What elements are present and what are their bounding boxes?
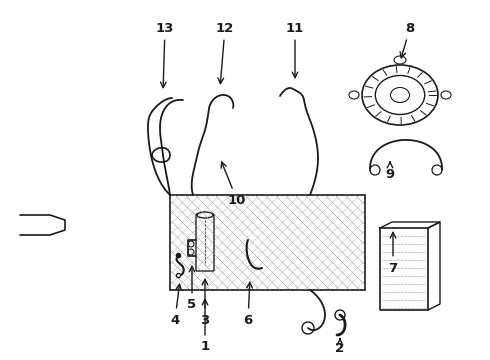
Ellipse shape: [349, 91, 359, 99]
Circle shape: [188, 249, 194, 255]
Text: 10: 10: [221, 162, 246, 207]
Ellipse shape: [375, 76, 425, 114]
Ellipse shape: [441, 91, 451, 99]
Circle shape: [432, 165, 442, 175]
Text: 2: 2: [336, 339, 344, 355]
Circle shape: [335, 310, 345, 320]
Text: 8: 8: [400, 22, 415, 58]
Bar: [170, 195, 365, 290]
Text: 13: 13: [156, 22, 174, 88]
Circle shape: [370, 165, 380, 175]
Text: 4: 4: [171, 284, 181, 327]
Text: 5: 5: [188, 266, 196, 311]
Ellipse shape: [197, 212, 213, 218]
Ellipse shape: [394, 56, 406, 64]
Circle shape: [188, 241, 194, 247]
Text: 1: 1: [200, 299, 210, 354]
FancyBboxPatch shape: [196, 214, 214, 271]
Circle shape: [302, 322, 314, 334]
Text: 7: 7: [389, 232, 397, 274]
Text: 12: 12: [216, 22, 234, 84]
Text: 6: 6: [244, 282, 253, 327]
Text: 3: 3: [200, 279, 210, 327]
Text: 11: 11: [286, 22, 304, 78]
Ellipse shape: [391, 87, 410, 103]
Text: 9: 9: [386, 162, 394, 181]
Ellipse shape: [362, 65, 438, 125]
